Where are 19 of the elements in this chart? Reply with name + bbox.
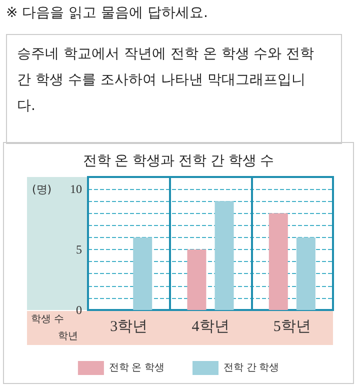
bar xyxy=(268,213,288,310)
text: ※ 다음을 읽고 물음에 답하세요. xyxy=(6,4,208,22)
x-axis-title: 학년 xyxy=(58,330,78,343)
x-tick-label: 3학년 xyxy=(110,319,148,335)
bar xyxy=(296,237,316,310)
legend-label: 전학 온 학생 xyxy=(108,362,165,374)
x-tick-label: 4학년 xyxy=(192,319,230,335)
x-tick-label: 5학년 xyxy=(273,319,311,335)
y-tick-label: 10 xyxy=(70,182,82,196)
bar xyxy=(187,250,206,310)
legend-label: 전학 간 학생 xyxy=(224,362,280,374)
chart-title: 전학 온 학생과 전학 간 학생 수 xyxy=(82,152,274,168)
bar xyxy=(214,201,234,310)
y-tick-label: 5 xyxy=(76,242,82,257)
text: (명) xyxy=(32,182,52,197)
y-axis-title: 학생 수 xyxy=(31,313,64,326)
y-tick-label: 0 xyxy=(76,303,82,317)
bar xyxy=(133,237,152,310)
text: 승주네 학교에서 작년에 전학 온 학생 수와 전학 간 학생 수를 조사하여 나타낸 막대그래프입니다. xyxy=(6,34,342,144)
